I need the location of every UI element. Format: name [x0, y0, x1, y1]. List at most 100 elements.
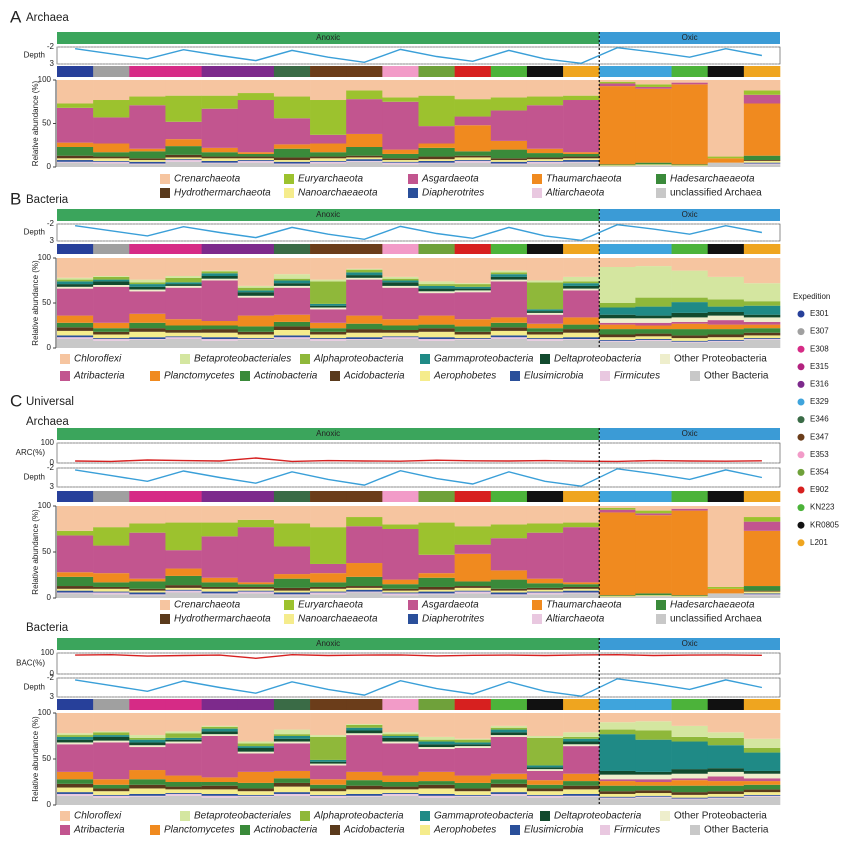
bar-segment: [707, 324, 745, 330]
bar-segment: [310, 158, 347, 161]
bar-segment: [707, 162, 745, 167]
bar-segment: [563, 317, 600, 325]
bar-segment: [57, 783, 94, 788]
depth-label: Depth: [24, 228, 45, 237]
legend-swatch: [532, 188, 542, 198]
bar-segment: [707, 593, 745, 598]
bar-segment: [93, 594, 130, 598]
bar-segment: [346, 592, 383, 598]
expedition-cell: [563, 244, 600, 254]
ratio-tick-label: 0: [50, 458, 55, 467]
bar-segment: [418, 797, 455, 805]
bar-segment: [418, 747, 455, 749]
bar-segment: [201, 325, 239, 330]
bar-segment: [454, 791, 492, 795]
bar-segment: [93, 80, 130, 101]
bar-segment: [743, 738, 781, 748]
bar-segment: [201, 280, 239, 321]
expedition-cell: [526, 66, 564, 77]
bar-segment: [743, 164, 781, 167]
bar-segment: [707, 341, 745, 348]
expedition-cell: [129, 66, 166, 77]
bar-segment: [563, 746, 600, 774]
bar-segment: [671, 595, 708, 597]
bar-segment: [93, 285, 130, 287]
y-tick-label: 100: [38, 75, 52, 84]
bar-segment: [165, 575, 202, 586]
expedition-cell: [526, 244, 564, 254]
bar-segment: [273, 161, 311, 164]
legend-swatch: [656, 614, 666, 624]
bar-segment: [310, 735, 347, 737]
bar-segment: [273, 778, 311, 783]
bar-segment: [454, 739, 492, 743]
bar-segment: [310, 573, 347, 583]
bar-segment: [93, 334, 130, 339]
bar-segment: [237, 158, 275, 161]
bar-segment: [599, 798, 636, 805]
legend-swatch: [160, 600, 170, 610]
bar-segment: [201, 536, 239, 578]
bar-segment: [743, 321, 781, 325]
bar-segment: [418, 793, 455, 796]
bar-segment: [129, 590, 166, 593]
bar-segment: [310, 152, 347, 157]
bar-segment: [310, 80, 347, 101]
bar-segment: [454, 744, 492, 747]
bar-segment: [526, 323, 564, 329]
depth-tick-label: 3: [50, 692, 55, 701]
bar-segment: [129, 151, 166, 159]
bar-segment: [743, 103, 781, 156]
bar-segment: [310, 586, 347, 589]
bar-segment: [382, 162, 419, 165]
legend-label: unclassified Archaea: [670, 614, 762, 625]
bar-segment: [237, 527, 275, 583]
legend-label: Thaumarchaeota: [546, 174, 622, 185]
bar-segment: [418, 591, 455, 594]
bar-segment: [382, 330, 419, 333]
bar-segment: [382, 161, 419, 163]
expedition-cell: [671, 66, 708, 77]
bar-segment: [707, 732, 745, 738]
bar-segment: [599, 166, 636, 167]
bar-segment: [237, 93, 275, 101]
expedition-cell: [635, 699, 672, 710]
bar-segment: [563, 281, 600, 284]
bar-segment: [635, 297, 672, 307]
bar-segment: [201, 156, 239, 159]
bar-segment: [454, 162, 492, 167]
bar-segment: [93, 322, 130, 329]
bar-segment: [346, 563, 383, 577]
bar-segment: [671, 780, 708, 786]
bar-segment: [165, 287, 202, 320]
bar-segment: [93, 328, 130, 332]
bar-segment: [129, 532, 166, 579]
bar-segment: [671, 778, 708, 781]
bar-segment: [490, 164, 528, 167]
bar-segment: [273, 278, 311, 281]
bar-segment: [454, 160, 492, 161]
bar-segment: [129, 161, 166, 164]
bar-segment: [599, 324, 636, 330]
legend-swatch: [690, 825, 700, 835]
bar-segment: [599, 83, 636, 87]
panel-label: C: [10, 391, 22, 410]
bar-segment: [599, 334, 636, 338]
bar-segment: [707, 785, 745, 792]
legend-label: Diapherotrites: [422, 188, 484, 199]
bar-segment: [165, 506, 202, 523]
bar-segment: [57, 506, 94, 531]
bar-segment: [563, 276, 600, 282]
bar-segment: [635, 713, 672, 722]
bar-segment: [563, 773, 600, 782]
expedition-cell: [707, 491, 745, 502]
legend-label: Atribacteria: [73, 825, 125, 836]
panel-title: Archaea: [26, 12, 69, 24]
bar-segment: [382, 282, 419, 286]
expedition-cell: [237, 491, 275, 502]
y-tick-label: 0: [47, 800, 52, 809]
bar-segment: [273, 574, 311, 579]
bar-segment: [382, 590, 419, 593]
bar-segment: [237, 590, 275, 592]
bar-segment: [743, 160, 781, 161]
